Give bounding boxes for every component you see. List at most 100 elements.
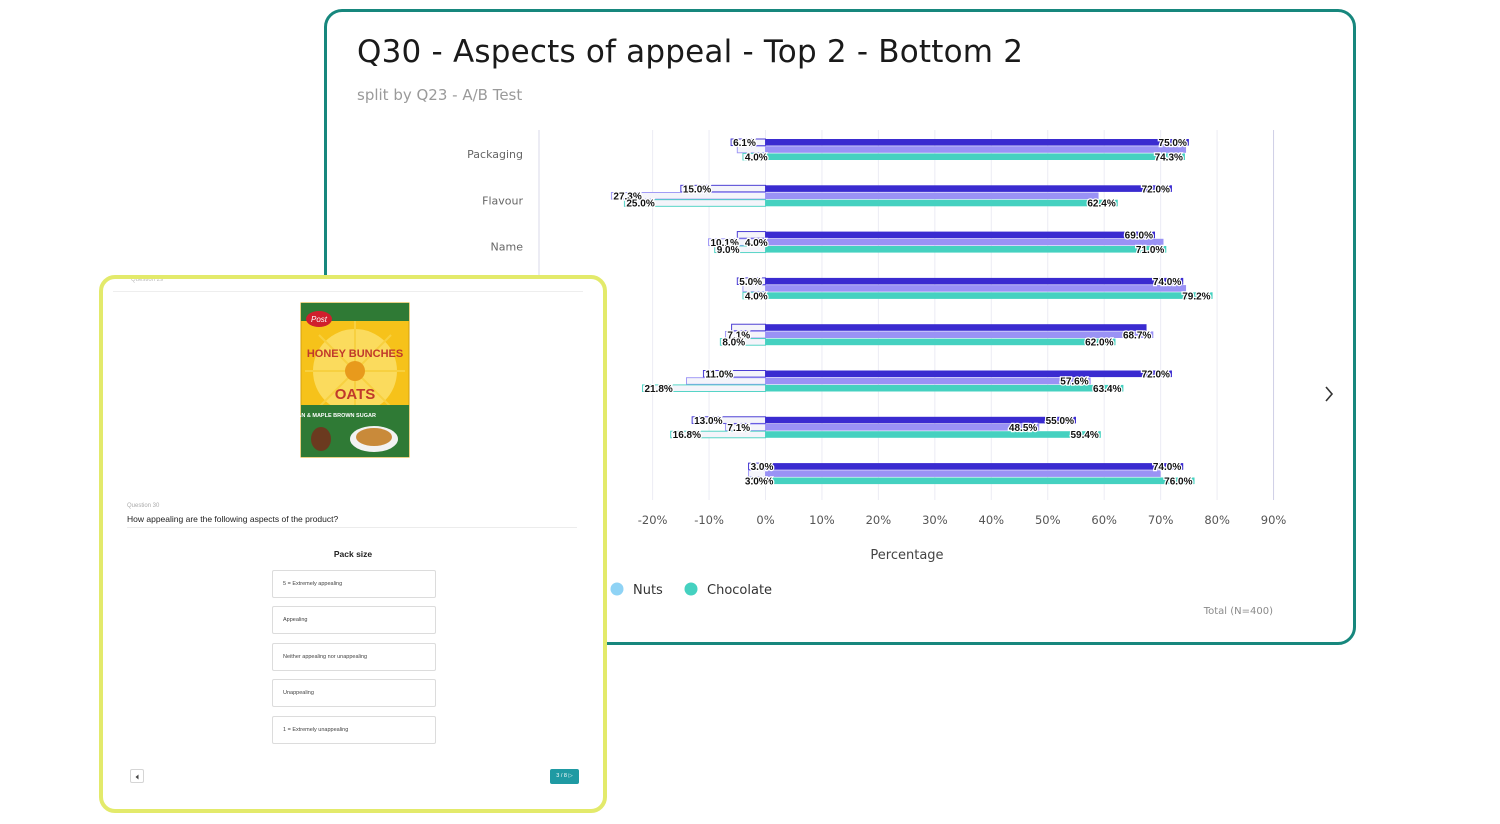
- data-label-top2: 71.0%: [1136, 245, 1164, 256]
- divider: [127, 527, 577, 528]
- bar-top2: [765, 246, 1167, 253]
- bar-top2: [765, 377, 1091, 385]
- data-label-top2: 74.0%: [1153, 277, 1181, 288]
- previous-question-number: Question 29: [131, 277, 164, 283]
- bar-bottom2: [736, 277, 766, 285]
- bar-chart: -20% -10% 0% 10% 20% 30% 40% 50% 60% 70% 80% 90% Pac…: [467, 130, 1287, 617]
- bar-bottom2: [691, 416, 766, 424]
- category-label: Packaging: [467, 148, 523, 161]
- legend-label: Chocolate: [707, 583, 772, 598]
- x-tick-label: 60%: [1091, 513, 1117, 527]
- bar-bottom2: [730, 138, 766, 147]
- answer-option[interactable]: 1 = Extremely unappealing: [272, 716, 436, 744]
- data-label-bottom2: 9.0%: [717, 245, 740, 256]
- bar-bottom2: [708, 238, 766, 246]
- answer-option[interactable]: 5 = Extremely appealing: [272, 570, 436, 598]
- data-label-top2: 72.0%: [1142, 370, 1170, 381]
- chart-title: Q30 - Aspects of appeal - Top 2 - Bottom…: [357, 34, 1024, 70]
- category-label: Name: [491, 241, 524, 254]
- data-label-bottom2: 5.0%: [739, 277, 762, 288]
- data-label-bottom2: 25.0%: [626, 199, 654, 210]
- next-chart-button[interactable]: [1317, 382, 1341, 406]
- data-label-top2: 74.0%: [1153, 462, 1181, 473]
- bar-bottom2: [748, 469, 766, 478]
- bar-bottom2: [724, 330, 766, 339]
- bar-top2: [765, 185, 1172, 192]
- product-image: Post HONEY BUNCHES OATS PECAN & MAPLE BR…: [286, 302, 410, 458]
- data-label-bottom2: 3.0%: [745, 477, 768, 488]
- x-tick-label: 90%: [1261, 513, 1287, 527]
- data-label-bottom2: 10.1%: [710, 238, 738, 249]
- data-label-top2: 79.2%: [1182, 291, 1210, 302]
- data-label-top2: 59.4%: [1070, 430, 1098, 441]
- bar-bottom2: [742, 284, 766, 293]
- data-label-top2: 62.0%: [1085, 338, 1113, 349]
- product-brand: Post: [311, 315, 328, 324]
- bar-top2: [765, 192, 1099, 200]
- answer-option[interactable]: Unappealing: [272, 679, 436, 707]
- data-label-bottom2: 7.1%: [727, 330, 750, 341]
- bar-bottom2: [686, 377, 766, 385]
- data-label-top2: 69.0%: [1125, 231, 1153, 242]
- data-label-top2: 48.5%: [1009, 423, 1037, 434]
- x-tick-label: -10%: [694, 513, 724, 527]
- data-label-top2: 74.3%: [1155, 152, 1183, 163]
- data-label-top2: 76.0%: [1164, 477, 1192, 488]
- bar-top2: [765, 331, 1154, 338]
- product-variety: PECAN & MAPLE BROWN SUGAR: [286, 413, 376, 419]
- bar-top2: [765, 292, 1213, 299]
- data-label-bottom2: 27.3%: [613, 192, 641, 203]
- data-label-bottom2: 3.0%: [751, 462, 774, 473]
- data-label-top2: 68.7%: [1123, 330, 1151, 341]
- data-label-bottom2: 3.0%: [751, 477, 774, 488]
- bar-top2: [765, 463, 1184, 470]
- bar-top2: [765, 285, 1187, 292]
- data-label-bottom2: 4.0%: [745, 291, 768, 302]
- data-label-top2: 62.4%: [1087, 199, 1115, 210]
- bar-bottom2: [742, 152, 766, 161]
- data-label-bottom2: 4.0%: [745, 238, 768, 249]
- data-label-bottom2: 11.0%: [705, 370, 733, 381]
- answer-option[interactable]: Neither appealing nor unappealing: [272, 643, 436, 671]
- x-tick-label: 70%: [1148, 513, 1174, 527]
- bar-top2: [765, 277, 1184, 285]
- bar-top2: [765, 470, 1161, 477]
- bar-top2: [765, 146, 1187, 153]
- data-label-bottom2: 8.0%: [722, 338, 745, 349]
- bar-top2: [765, 338, 1116, 346]
- back-button[interactable]: [130, 769, 144, 783]
- bar-top2: [765, 416, 1076, 424]
- data-label-bottom2: 21.8%: [644, 384, 672, 395]
- bar-top2: [765, 139, 1189, 146]
- x-tick-label: 30%: [922, 513, 948, 527]
- bar-top2: [765, 199, 1118, 207]
- bar-bottom2: [623, 199, 766, 207]
- bar-top2: [765, 153, 1185, 160]
- x-tick-label: 20%: [866, 513, 892, 527]
- bar-bottom2: [714, 245, 766, 254]
- bar-bottom2: [719, 338, 766, 346]
- page-indicator-button[interactable]: 3 / 8 ▷: [550, 769, 579, 784]
- survey-top-strip: Question 29: [113, 279, 583, 292]
- data-label-top2: 72.0%: [1142, 184, 1170, 195]
- data-label-bottom2: 4.0%: [745, 152, 768, 163]
- x-tick-label: 50%: [1035, 513, 1061, 527]
- chevron-right-icon: [1325, 386, 1334, 402]
- bar-bottom2: [731, 323, 766, 332]
- x-tick-label: 40%: [979, 513, 1005, 527]
- answer-option[interactable]: Appealing: [272, 606, 436, 634]
- bar-top2: [765, 231, 1156, 239]
- bar-bottom2: [680, 184, 766, 193]
- data-label-top2: 55.0%: [1046, 416, 1074, 427]
- bar-bottom2: [702, 370, 766, 378]
- x-tick-label: 10%: [809, 513, 835, 527]
- data-label-bottom2: 16.8%: [673, 430, 701, 441]
- x-tick-label: 80%: [1204, 513, 1230, 527]
- bar-top2: [765, 431, 1101, 438]
- bar-bottom2: [748, 462, 766, 471]
- data-label-top2: 63.4%: [1093, 384, 1121, 395]
- bar-top2: [765, 424, 1040, 431]
- x-tick-label: -20%: [638, 513, 668, 527]
- data-label-bottom2: 7.1%: [727, 423, 750, 434]
- data-label-bottom2: 13.0%: [694, 416, 722, 427]
